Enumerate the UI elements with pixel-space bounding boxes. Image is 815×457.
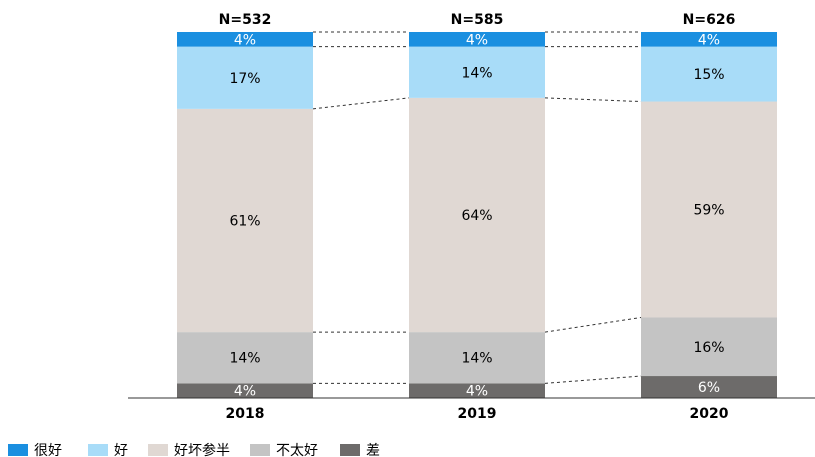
- bar-segment: [409, 97, 545, 333]
- annotation: N=585: [451, 12, 504, 28]
- legend-label: 好: [114, 443, 128, 457]
- bar-segment: [409, 383, 545, 398]
- data-label: 4%: [698, 32, 720, 48]
- bar-segment: [409, 46, 545, 98]
- connector: [544, 316, 642, 333]
- legend-label: 好坏参半: [174, 442, 230, 457]
- data-label: 6%: [698, 380, 720, 396]
- data-label: 14%: [461, 351, 492, 367]
- data-label: 15%: [693, 67, 724, 83]
- data-label: 64%: [461, 208, 492, 224]
- bar-segment: [641, 32, 777, 47]
- annotation: N=532: [219, 12, 272, 28]
- x-tick-label: 2020: [690, 406, 729, 422]
- bar-segment: [177, 32, 313, 47]
- bar-segment: [177, 108, 313, 333]
- connector: [312, 97, 410, 110]
- data-label: 59%: [693, 203, 724, 219]
- x-tick-label: 2018: [226, 406, 265, 422]
- data-label: 4%: [234, 384, 256, 400]
- bar-segment: [641, 46, 777, 102]
- bar-segment: [177, 332, 313, 384]
- data-label: 61%: [229, 213, 260, 229]
- legend-swatch: [148, 444, 168, 456]
- bar-segment: [177, 383, 313, 398]
- x-tick-label: 2019: [458, 406, 497, 422]
- annotation: N=626: [683, 12, 736, 28]
- legend-swatch: [8, 444, 28, 456]
- data-label: 16%: [693, 340, 724, 356]
- legend-label: 差: [366, 443, 380, 457]
- legend-swatch: [88, 444, 108, 456]
- data-label: 17%: [229, 71, 260, 87]
- bar-segment: [177, 46, 313, 109]
- legend-swatch: [250, 444, 270, 456]
- bar-segment: [409, 32, 545, 47]
- legend-label: 不太好: [276, 443, 318, 457]
- bar-segment: [641, 376, 777, 398]
- bar-segment: [641, 101, 777, 318]
- connector: [544, 97, 642, 103]
- data-label: 4%: [466, 32, 488, 48]
- connector: [544, 375, 642, 384]
- bar-segment: [641, 317, 777, 377]
- data-label: 14%: [229, 351, 260, 367]
- data-label: 14%: [461, 65, 492, 81]
- data-label: 4%: [234, 32, 256, 48]
- legend-swatch: [340, 444, 360, 456]
- data-label: 4%: [466, 384, 488, 400]
- legend-label: 很好: [34, 443, 62, 457]
- bar-segment: [409, 332, 545, 384]
